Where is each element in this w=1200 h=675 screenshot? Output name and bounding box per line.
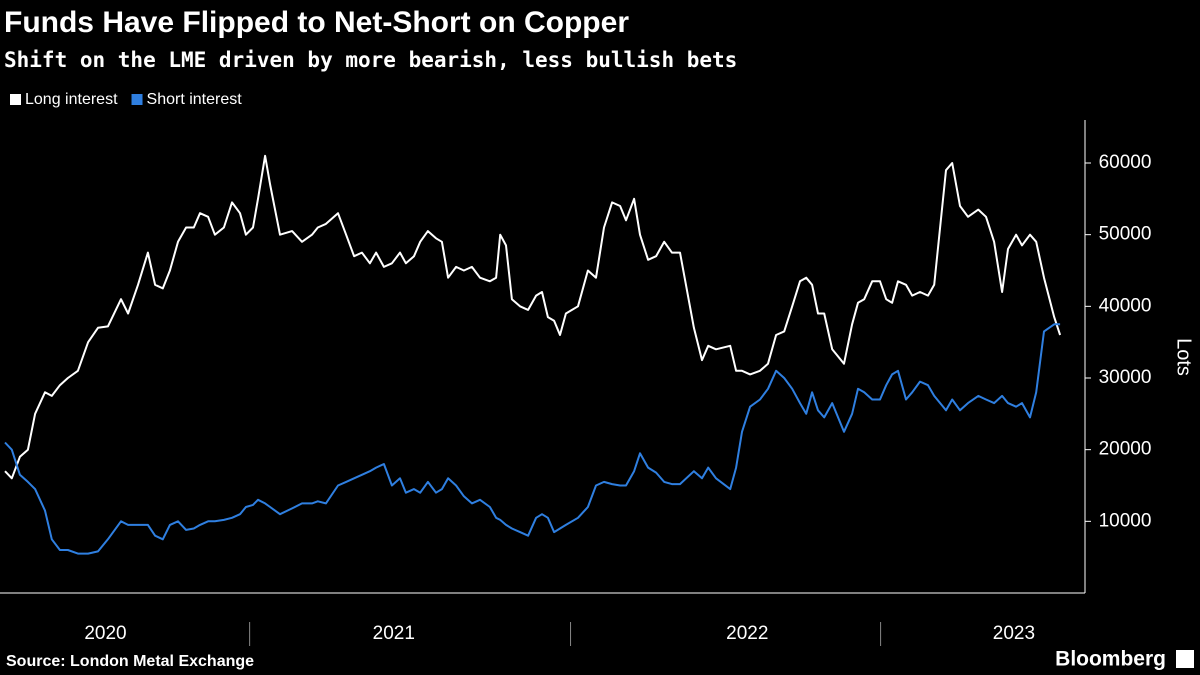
legend-swatch <box>10 94 21 105</box>
y-axis-label: Lots <box>1173 338 1195 376</box>
y-tick-label: 50000 <box>1099 224 1152 245</box>
line-series <box>4 154 1062 480</box>
y-tick-label: 20000 <box>1099 439 1152 460</box>
y-tick-label: 10000 <box>1099 510 1152 531</box>
line-series <box>4 323 1061 555</box>
y-tick-label: 40000 <box>1099 295 1152 316</box>
chart-title: Funds Have Flipped to Net-Short on Coppe… <box>4 6 629 39</box>
brand: Bloomberg <box>1055 648 1166 671</box>
legend-label: Short interest <box>147 91 243 108</box>
legend-swatch <box>131 94 143 105</box>
brand-icon <box>1176 650 1194 668</box>
source: Source: London Metal Exchange <box>6 653 254 670</box>
chart-subtitle: Shift on the LME driven by more bearish,… <box>4 48 737 72</box>
x-tick-label: 2022 <box>726 623 768 644</box>
y-tick-label: 60000 <box>1099 152 1152 173</box>
x-tick-label: 2020 <box>84 623 126 644</box>
y-tick-label: 30000 <box>1099 367 1152 388</box>
x-tick-label: 2021 <box>373 623 415 644</box>
legend-label: Long interest <box>25 91 118 108</box>
x-tick-label: 2023 <box>993 623 1035 644</box>
